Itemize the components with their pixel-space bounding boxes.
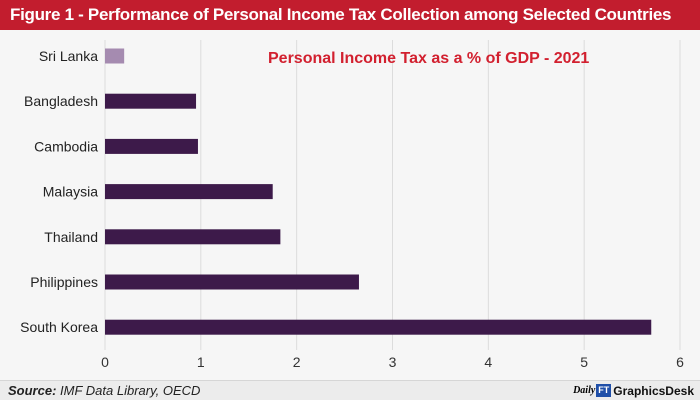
bar: [105, 274, 359, 290]
chart-area: 0 1 2 3 4 5 6 Sri Lanka Bangladesh Cambodia Malays…: [0, 30, 700, 380]
bar: [105, 138, 198, 154]
category-label: South Korea: [20, 319, 98, 335]
category-label: Bangladesh: [24, 93, 98, 109]
footer: Source: IMF Data Library, OECD Daily FT G…: [0, 380, 700, 400]
bar: [105, 229, 281, 245]
chart-title: Personal Income Tax as a % of GDP - 2021: [268, 50, 590, 67]
x-tick-label: 1: [197, 354, 205, 370]
category-label: Sri Lanka: [39, 48, 98, 64]
source-text: IMF Data Library, OECD: [60, 383, 201, 398]
brand: Daily FT GraphicsDesk: [573, 383, 694, 398]
figure-title: Figure 1 - Performance of Personal Incom…: [0, 0, 700, 30]
source-note: Source: IMF Data Library, OECD: [8, 383, 200, 398]
category-label: Thailand: [44, 229, 98, 245]
x-tick-label: 2: [293, 354, 301, 370]
brand-name: GraphicsDesk: [613, 383, 694, 398]
x-tick-label: 3: [389, 354, 397, 370]
bar-chart: 0 1 2 3 4 5 6 Sri Lanka Bangladesh Cambodia Malays…: [20, 40, 684, 370]
bar: [105, 48, 125, 64]
x-tick-label: 0: [101, 354, 109, 370]
category-label: Malaysia: [43, 184, 98, 200]
brand-logo-left: Daily: [573, 385, 596, 396]
x-tick-label: 5: [580, 354, 588, 370]
source-label: Source:: [8, 383, 57, 398]
bar: [105, 93, 197, 109]
bar: [105, 184, 273, 200]
brand-logo-right: FT: [596, 384, 612, 397]
x-tick-label: 4: [484, 354, 492, 370]
bar: [105, 319, 652, 335]
x-tick-label: 6: [676, 354, 684, 370]
category-label: Philippines: [30, 274, 98, 290]
category-label: Cambodia: [34, 138, 98, 154]
daily-ft-logo: Daily FT: [573, 384, 612, 398]
